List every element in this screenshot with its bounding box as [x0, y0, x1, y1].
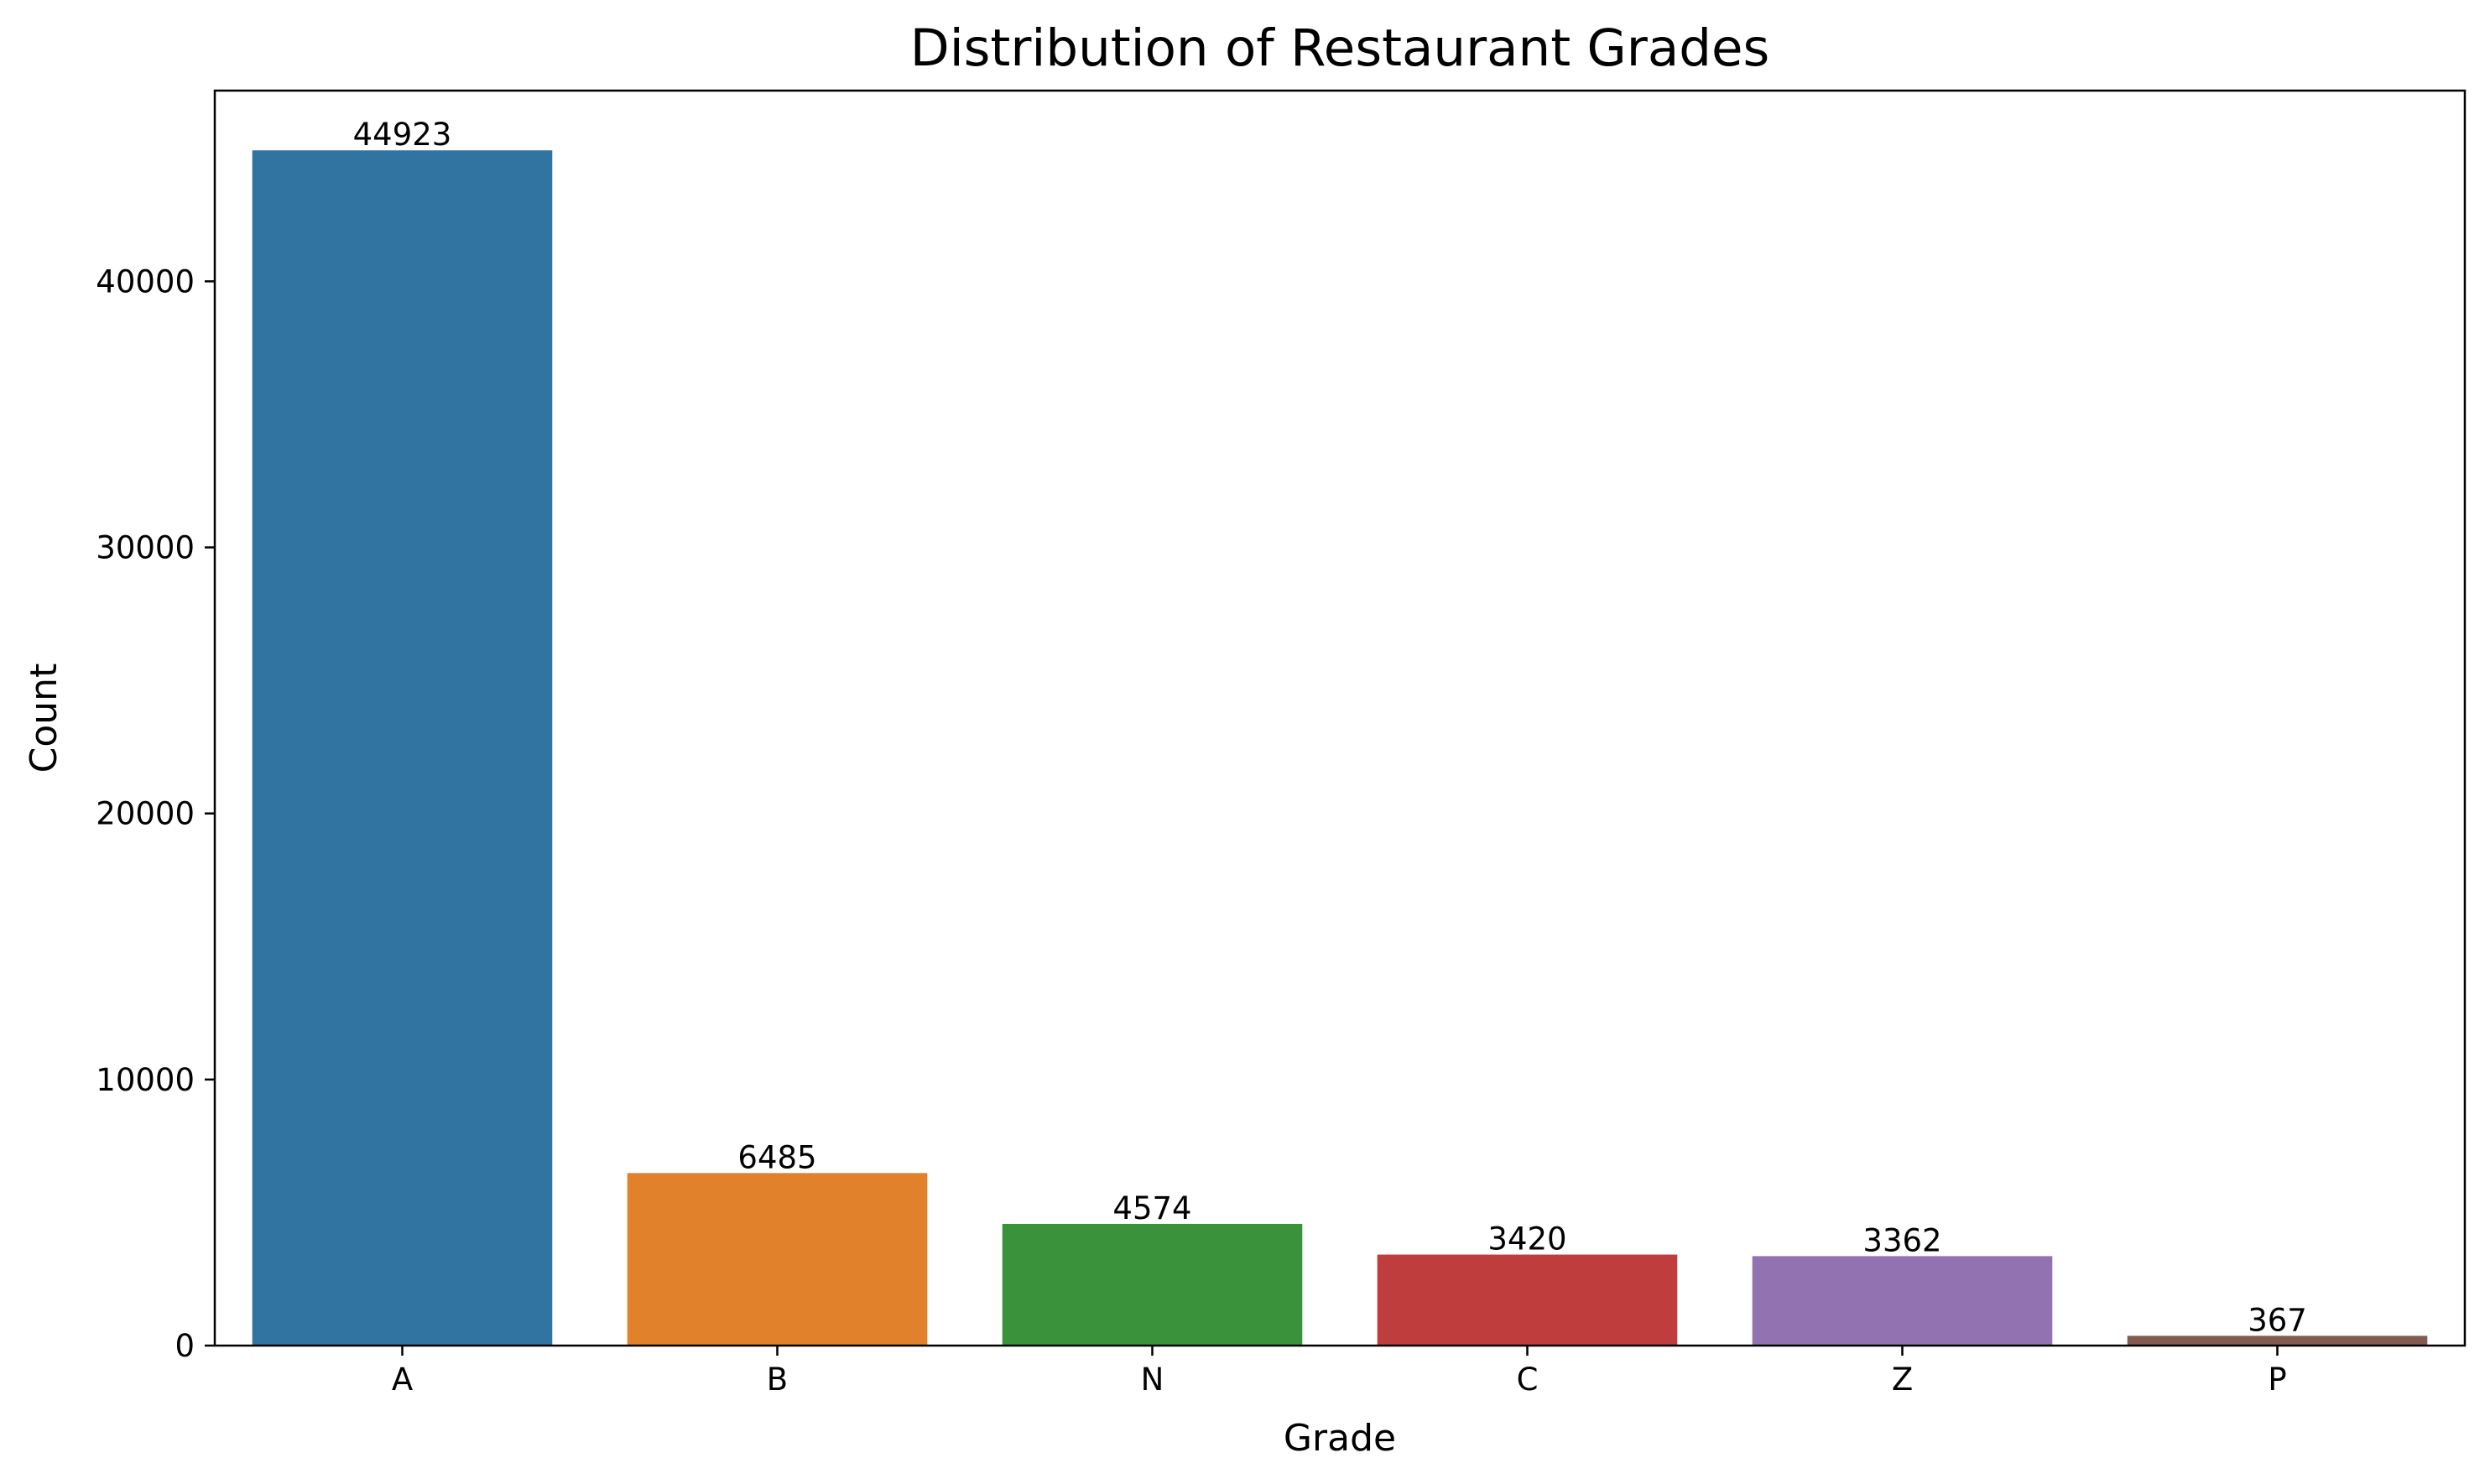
bar-B [627, 1173, 928, 1346]
bar-Z [1752, 1256, 2053, 1346]
y-axis-ticks: 0 10000 20000 30000 40000 [96, 263, 215, 1364]
y-tick-label-40000: 40000 [96, 263, 195, 299]
data-label-B: 6485 [737, 1139, 816, 1175]
x-axis-label: Grade [1284, 1417, 1396, 1460]
bars-group [252, 150, 2428, 1346]
bar-C [1377, 1254, 1678, 1346]
bar-P [2127, 1336, 2428, 1346]
data-label-A: 44923 [353, 117, 452, 153]
x-tick-label-N: N [1141, 1362, 1164, 1398]
x-tick-label-C: C [1517, 1362, 1539, 1398]
data-labels-group: 44923 6485 4574 3420 3362 367 [353, 117, 2307, 1338]
bar-N [1002, 1223, 1303, 1346]
data-label-N: 4574 [1112, 1190, 1191, 1226]
chart-title: Distribution of Restaurant Grades [910, 18, 1770, 78]
x-tick-label-P: P [2268, 1362, 2286, 1398]
y-tick-label-30000: 30000 [96, 530, 195, 566]
x-tick-label-B: B [767, 1362, 788, 1398]
data-label-Z: 3362 [1862, 1222, 1941, 1258]
plot-frame [213, 89, 2467, 1347]
bar-A [252, 150, 553, 1346]
data-label-C: 3420 [1487, 1221, 1566, 1257]
x-tick-label-Z: Z [1892, 1362, 1913, 1398]
data-label-P: 367 [2248, 1302, 2307, 1338]
y-tick-label-10000: 10000 [96, 1062, 195, 1098]
x-tick-label-A: A [392, 1362, 413, 1398]
y-tick-label-0: 0 [175, 1328, 195, 1364]
y-tick-label-20000: 20000 [96, 796, 195, 832]
y-axis-label: Count [23, 664, 65, 773]
